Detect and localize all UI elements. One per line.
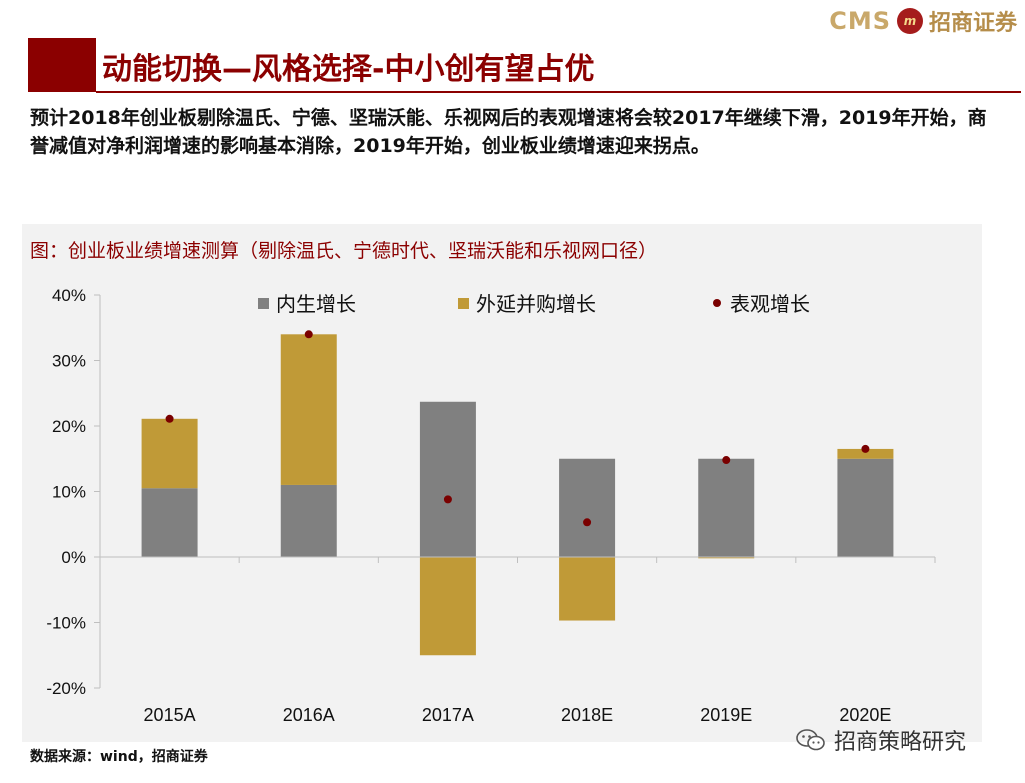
logo-mark-icon: m [896,8,923,34]
y-tick-label: -20% [46,679,86,698]
figure-title: 图：创业板业绩增速测算（剔除温氏、宁德时代、坚瑞沃能和乐视网口径） [30,240,658,262]
bar-organic-2016A [280,484,337,557]
point-apparent-2015A [165,414,174,423]
x-tick-label: 2017A [422,705,474,725]
legend-swatch-内生增长 [258,298,269,309]
point-apparent-2020E [861,444,870,453]
point-apparent-2017A [443,495,452,504]
bar-organic-2015A [141,488,198,557]
legend-swatch-外延并购增长 [458,298,469,309]
x-tick-label: 2020E [839,705,891,725]
bar-mna-2016A [280,334,337,485]
bar-mna-2017A [419,557,476,656]
legend-label: 外延并购增长 [476,292,596,316]
legend-label: 表观增长 [730,292,810,316]
wechat-icon [796,729,825,751]
bar-organic-2019E [698,458,755,557]
watermark: 招商策略研究 [796,724,966,756]
point-apparent-2016A [304,330,313,339]
x-tick-label: 2015A [144,705,196,725]
point-apparent-2019E [722,456,731,465]
y-tick-label: 20% [52,417,86,436]
y-tick-label: 40% [52,286,86,305]
bar-mna-2020E [837,448,894,459]
y-tick-label: -10% [46,614,86,633]
bar-mna-2018E [559,557,616,621]
bar-organic-2020E [837,458,894,557]
legend-label: 内生增长 [276,292,356,316]
point-apparent-2018E [583,518,592,527]
x-tick-label: 2018E [561,705,613,725]
y-tick-label: 30% [52,352,86,371]
x-tick-label: 2019E [700,705,752,725]
logo-chinese: 招商证券 [928,11,1017,36]
bar-mna-2015A [141,418,198,489]
bar-mna-2019E [698,557,755,559]
page-title: 动能切换—风格选择-中小创有望占优 [102,52,595,87]
legend-swatch-表观增长 [713,299,721,307]
source-note: 数据来源：wind，招商证券 [30,749,208,765]
y-tick-label: 10% [52,483,86,502]
bar-organic-2018E [559,458,616,557]
title-accent-block [28,38,96,92]
y-tick-label: 0% [61,548,86,567]
intro-text: 预计2018年创业板剔除温氏、宁德、坚瑞沃能、乐视网后的表观增速将会较2017年… [30,107,987,157]
logo-latin: CMS [829,7,891,35]
brand-logo: CMS m 招商证券 [829,6,1017,36]
watermark-text: 招商策略研究 [834,730,967,755]
title-divider [96,91,1021,93]
bar-organic-2017A [419,401,476,557]
x-tick-label: 2016A [283,705,335,725]
